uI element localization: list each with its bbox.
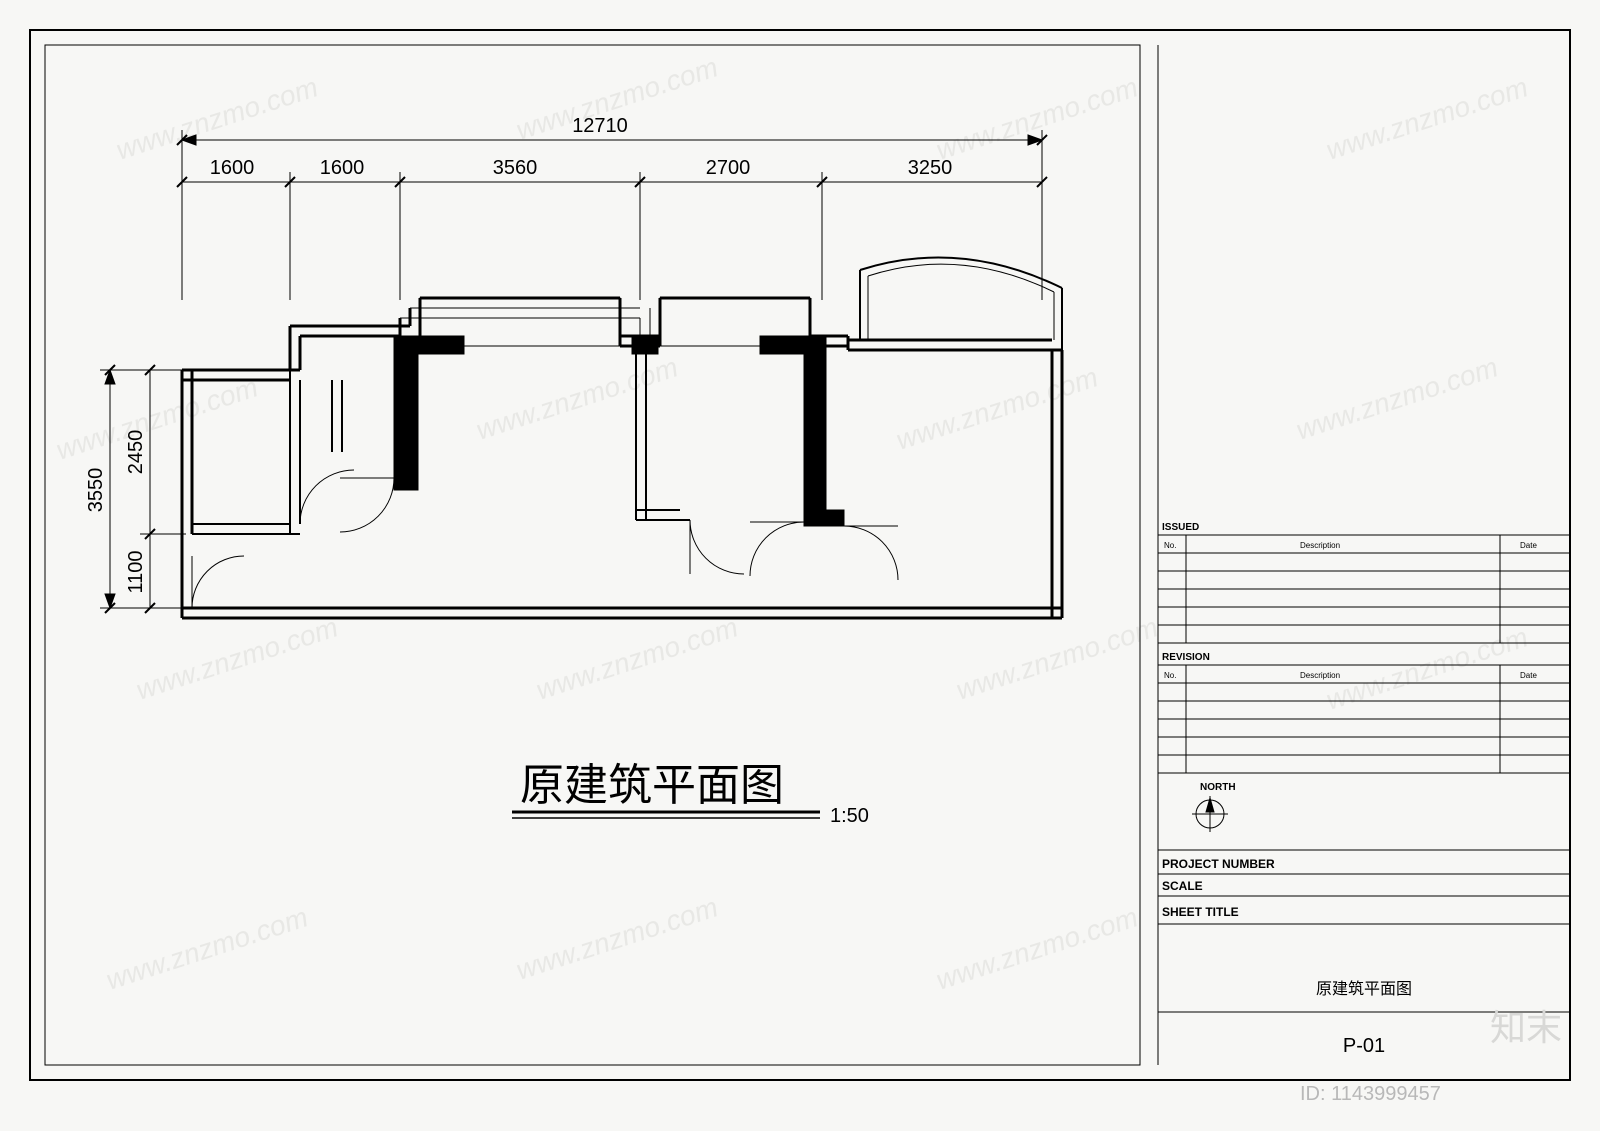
col-date: Date — [1520, 541, 1537, 550]
watermark: www.znzmo.com — [1292, 351, 1501, 445]
col-no: No. — [1164, 671, 1176, 680]
watermark: www.znzmo.com — [52, 371, 261, 465]
proj-label: PROJECT NUMBER — [1162, 857, 1275, 871]
image-id: ID: 1143999457 — [1300, 1083, 1441, 1105]
dim-horizontal: 12710 1600 1600 3560 2700 3250 — [177, 115, 1047, 300]
watermark: www.znzmo.com — [112, 71, 321, 165]
sheet-label: SHEET TITLE — [1162, 905, 1239, 919]
watermark: www.znzmo.com — [932, 71, 1141, 165]
balcony — [860, 258, 1062, 350]
inner-frame — [45, 45, 1140, 1065]
watermark: www.znzmo.com — [102, 901, 311, 995]
watermark: www.znzmo.com — [532, 611, 741, 705]
north-label: NORTH — [1200, 782, 1236, 793]
col-desc: Description — [1300, 671, 1340, 680]
dim-h-seg: 1600 — [210, 157, 255, 179]
dim-h-seg: 1600 — [320, 157, 365, 179]
dim-v-seg: 1100 — [125, 550, 147, 593]
drawing-canvas: www.znzmo.com www.znzmo.com www.znzmo.co… — [0, 0, 1600, 1131]
title-text: 原建筑平面图 — [520, 761, 784, 810]
revision-header: REVISION — [1162, 652, 1210, 663]
watermark: www.znzmo.com — [512, 891, 721, 985]
north-indicator: NORTH — [1192, 782, 1236, 832]
scale-label: SCALE — [1162, 879, 1203, 893]
issued-header: ISSUED — [1162, 522, 1199, 533]
col-date: Date — [1520, 671, 1537, 680]
watermark: www.znzmo.com — [932, 901, 1141, 995]
watermark: www.znzmo.com — [952, 611, 1161, 705]
watermark: www.znzmo.com — [892, 361, 1101, 455]
drawing-title: 原建筑平面图 1:50 — [512, 761, 869, 827]
col-desc: Description — [1300, 541, 1340, 550]
title-scale: 1:50 — [830, 805, 869, 827]
col-no: No. — [1164, 541, 1176, 550]
dim-overall-h: 12710 — [572, 115, 628, 137]
sheet-title: 原建筑平面图 — [1316, 980, 1412, 998]
watermark: www.znzmo.com — [1322, 71, 1531, 165]
issued-table: ISSUED No. Description Date — [1158, 522, 1570, 643]
dim-h-seg: 3560 — [493, 157, 538, 179]
watermark: www.znzmo.com — [132, 611, 341, 705]
revision-table: REVISION No. Description Date — [1158, 652, 1570, 773]
logo-watermark: 知末 — [1490, 1008, 1562, 1048]
page-number: P-01 — [1343, 1035, 1385, 1057]
dim-overall-v: 3550 — [85, 468, 107, 513]
dim-v-seg: 2450 — [125, 430, 147, 475]
doors — [192, 470, 898, 608]
dim-h-seg: 3250 — [908, 157, 953, 179]
dim-h-seg: 2700 — [706, 157, 751, 179]
project-info: PROJECT NUMBER SCALE SHEET TITLE — [1158, 857, 1570, 924]
watermark: www.znzmo.com — [472, 351, 681, 445]
title-block: ISSUED No. Description Date REVISION No. — [1158, 45, 1570, 1065]
structural-columns — [394, 336, 844, 526]
